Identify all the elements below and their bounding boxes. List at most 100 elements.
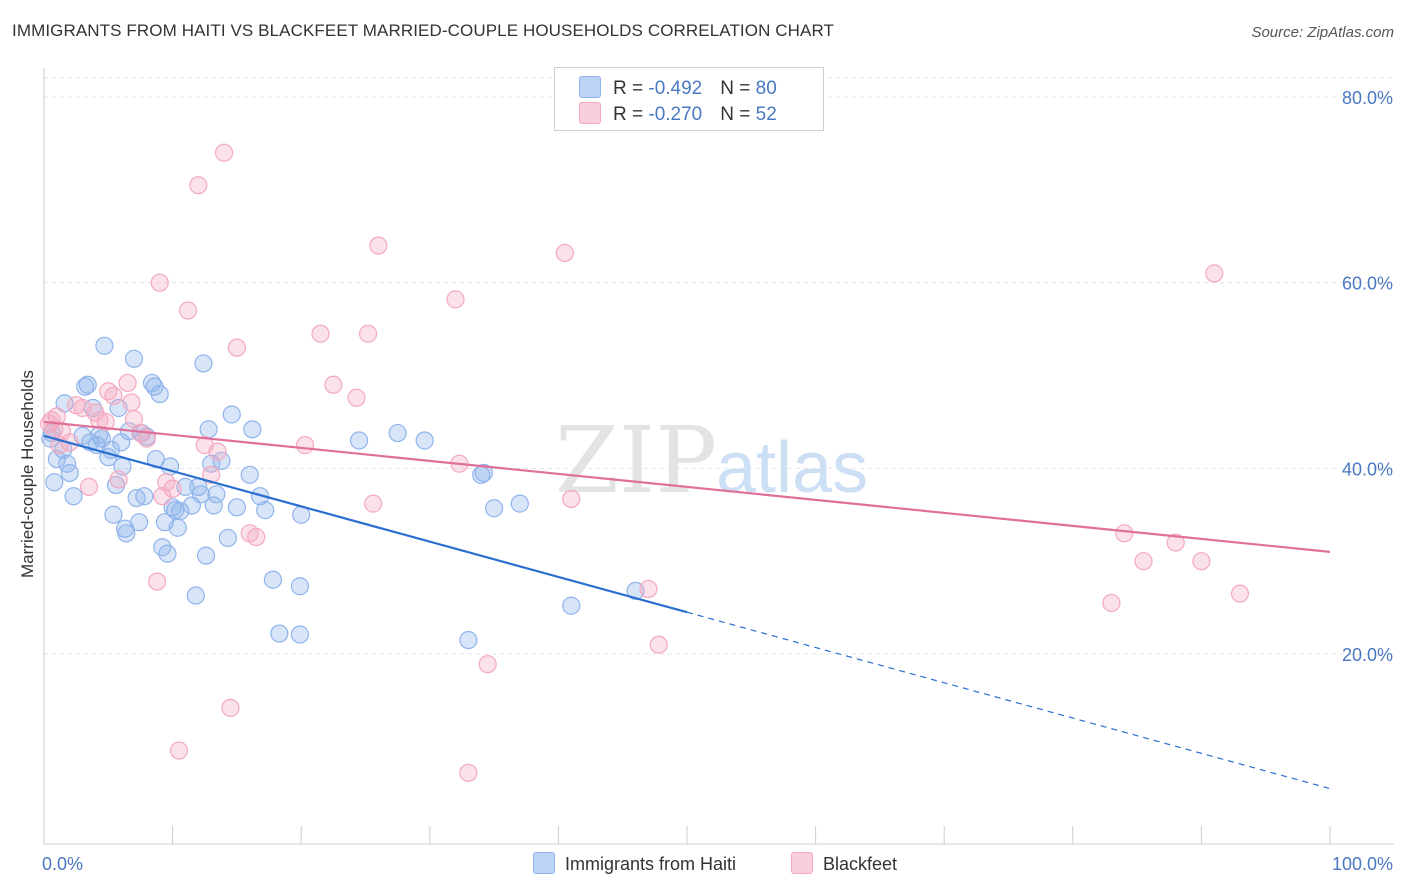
haiti-trend-extension <box>686 611 1331 790</box>
haiti-point <box>388 423 407 443</box>
haiti-point <box>199 420 218 439</box>
blackfeet-point <box>446 290 465 309</box>
haiti-point <box>191 485 210 504</box>
legend-item-haiti: Immigrants from Haiti <box>533 852 736 875</box>
haiti-point <box>158 544 177 563</box>
haiti-point <box>459 630 478 650</box>
haiti-point <box>194 354 213 373</box>
blackfeet-point <box>1205 264 1224 283</box>
haiti-point <box>130 513 149 532</box>
blackfeet-point <box>79 477 99 496</box>
blackfeet-point <box>295 436 315 455</box>
haiti-point <box>78 375 97 394</box>
blackfeet-point <box>214 143 234 162</box>
haiti-point <box>135 487 154 506</box>
blackfeet-point <box>1115 524 1134 543</box>
haiti-point <box>47 449 66 469</box>
haiti-point <box>290 577 310 596</box>
r-label: R = <box>613 104 649 125</box>
blackfeet-point <box>221 698 240 717</box>
tick-labels: 20.0% 40.0% 60.0% 80.0% 0.0% 100.0% <box>42 88 1393 874</box>
haiti-point <box>45 473 64 492</box>
haiti-point <box>270 624 289 643</box>
haiti-trend-line <box>43 434 688 614</box>
blackfeet-point <box>1166 533 1185 552</box>
blackfeet-point <box>96 412 115 432</box>
haiti-swatch <box>579 76 601 98</box>
blackfeet-point <box>369 236 388 255</box>
blackfeet-point <box>311 324 330 343</box>
y-tick-label: 60.0% <box>1342 274 1393 294</box>
haiti-point <box>104 505 123 524</box>
n-value-blackfeet: 52 <box>755 104 777 125</box>
haiti-point <box>64 487 83 506</box>
blackfeet-point <box>202 465 221 484</box>
x-tick-label: 100.0% <box>1332 854 1393 874</box>
blackfeet-point <box>459 763 478 782</box>
blackfeet-point <box>1230 584 1250 603</box>
blackfeet-point <box>157 473 176 492</box>
haiti-point <box>222 405 241 424</box>
y-tick-label: 20.0% <box>1342 645 1393 665</box>
blackfeet-point <box>1134 552 1153 571</box>
blackfeet-point <box>358 324 378 343</box>
haiti-point <box>204 496 223 515</box>
source-label: Source: ZipAtlas.com <box>1251 24 1394 41</box>
blackfeet-point <box>1192 552 1211 571</box>
blackfeet-point <box>169 741 189 760</box>
haiti-point <box>562 596 581 615</box>
haiti-point <box>186 586 205 605</box>
watermark: ZIP atlas <box>555 407 868 514</box>
n-label: N = <box>720 104 756 125</box>
haiti-point <box>510 494 529 513</box>
haiti-point <box>171 501 190 521</box>
stats-row-haiti: R = -0.492 N = 80 <box>579 76 777 100</box>
haiti-point <box>166 501 185 520</box>
haiti-point <box>485 499 504 518</box>
blackfeet-point <box>189 176 208 195</box>
blackfeet-point <box>347 388 366 407</box>
blackfeet-point <box>1102 593 1121 613</box>
blackfeet-point <box>649 635 668 654</box>
haiti-point <box>117 524 136 543</box>
chart-title: IMMIGRANTS FROM HAITI VS BLACKFEET MARRI… <box>12 21 835 40</box>
haiti-point <box>415 431 434 450</box>
haiti-point <box>218 528 237 548</box>
blackfeet-point <box>478 655 497 674</box>
blackfeet-point <box>208 442 227 461</box>
watermark-zip: ZIP <box>555 407 717 514</box>
stats-legend: R = -0.492 N = 80 R = -0.270 N = 52 <box>554 67 824 131</box>
blackfeet-legend-swatch <box>791 852 813 874</box>
blackfeet-swatch <box>579 102 601 124</box>
blackfeet-point <box>247 527 266 547</box>
haiti-point <box>150 384 169 404</box>
blackfeet-point <box>639 579 658 599</box>
haiti-point <box>227 498 246 517</box>
blackfeet-point <box>122 393 141 412</box>
haiti-point <box>240 465 259 484</box>
blackfeet-point <box>227 338 246 357</box>
r-label: R = <box>613 78 649 99</box>
haiti-point <box>196 546 216 565</box>
blackfeet-point <box>109 470 128 489</box>
haiti-point <box>243 420 262 439</box>
haiti-legend-swatch <box>533 852 555 874</box>
haiti-point <box>474 463 493 483</box>
blackfeet-point <box>104 386 123 406</box>
blackfeet-point <box>562 489 581 509</box>
blackfeet-point <box>137 429 156 448</box>
haiti-point <box>207 485 226 504</box>
blackfeet-point <box>364 494 383 513</box>
y-tick-label: 40.0% <box>1342 459 1393 479</box>
blackfeet-point <box>153 487 172 506</box>
r-value-blackfeet: -0.270 <box>648 104 703 125</box>
n-value-haiti: 80 <box>755 78 777 99</box>
y-tick-label: 80.0% <box>1342 88 1393 108</box>
haiti-point <box>76 377 95 396</box>
blackfeet-point <box>178 301 198 320</box>
x-tick-label: 0.0% <box>42 854 83 874</box>
haiti-point <box>263 570 283 589</box>
haiti-point <box>60 463 79 483</box>
blackfeet-point <box>555 243 574 263</box>
